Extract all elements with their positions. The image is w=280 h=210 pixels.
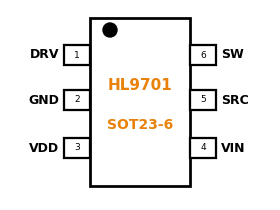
Text: 1: 1 xyxy=(74,50,80,59)
Bar xyxy=(64,45,90,65)
Text: HL9701: HL9701 xyxy=(108,77,172,92)
Circle shape xyxy=(103,23,117,37)
Text: VIN: VIN xyxy=(221,142,246,155)
Text: 6: 6 xyxy=(200,50,206,59)
Text: VDD: VDD xyxy=(29,142,59,155)
Bar xyxy=(64,90,90,110)
Bar xyxy=(190,90,216,110)
Text: 5: 5 xyxy=(200,96,206,105)
Text: DRV: DRV xyxy=(29,49,59,62)
Text: SRC: SRC xyxy=(221,93,249,106)
Bar xyxy=(90,18,190,186)
Text: 4: 4 xyxy=(200,143,206,152)
Text: SW: SW xyxy=(221,49,244,62)
Bar xyxy=(64,138,90,158)
Text: GND: GND xyxy=(28,93,59,106)
Bar xyxy=(190,45,216,65)
Text: 2: 2 xyxy=(74,96,80,105)
Text: 3: 3 xyxy=(74,143,80,152)
Bar xyxy=(190,138,216,158)
Text: SOT23-6: SOT23-6 xyxy=(107,118,173,132)
